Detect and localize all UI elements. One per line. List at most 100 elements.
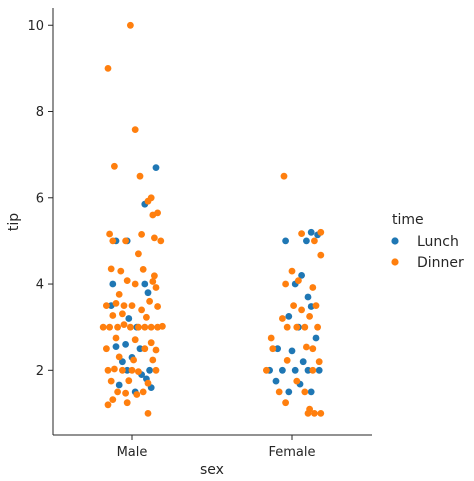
data-point [109, 280, 117, 288]
data-point [154, 303, 162, 310]
data-point [107, 265, 115, 273]
data-point [315, 358, 323, 366]
y-tick-label: 8 [36, 105, 44, 120]
y-axis-label: tip [6, 213, 22, 231]
data-point [117, 267, 125, 275]
data-point [109, 237, 117, 245]
data-point [309, 366, 317, 374]
data-point [152, 284, 160, 291]
data-point [120, 302, 128, 309]
data-point [301, 388, 309, 396]
data-point [143, 313, 150, 321]
data-point [106, 230, 113, 238]
data-point [309, 284, 317, 291]
data-point [141, 345, 149, 353]
data-point [314, 323, 321, 331]
data-point [128, 302, 136, 309]
data-point [147, 323, 155, 331]
data-point [151, 272, 158, 280]
data-point [285, 388, 293, 396]
data-point [125, 377, 133, 385]
y-tick-label: 6 [36, 191, 44, 206]
data-point [154, 209, 162, 217]
data-point [125, 315, 133, 322]
data-point [303, 343, 310, 351]
data-point [114, 323, 121, 331]
x-tick-label: Female [268, 445, 315, 460]
data-point [131, 280, 139, 288]
data-point [141, 280, 149, 288]
data-point [152, 164, 160, 172]
data-point [104, 366, 112, 374]
data-point [112, 334, 120, 342]
data-point [107, 377, 115, 385]
y-tick-label: 2 [36, 364, 44, 379]
data-point [279, 366, 286, 374]
data-point [122, 389, 129, 397]
legend-items: Lunch Dinner [391, 234, 464, 271]
data-point [307, 228, 315, 236]
data-point [139, 388, 147, 396]
data-point [151, 234, 158, 242]
data-point [279, 315, 286, 322]
data-point [144, 197, 152, 205]
data-point [309, 345, 317, 353]
y-axis-ticks: 2 4 6 8 10 [27, 19, 53, 379]
data-point [263, 366, 270, 374]
data-point [274, 345, 281, 353]
data-point [282, 399, 289, 407]
data-point [288, 267, 296, 275]
data-point [311, 237, 318, 245]
data-point [282, 280, 289, 288]
data-point [123, 277, 131, 284]
data-point [115, 353, 123, 361]
data-point [317, 251, 325, 259]
data-point [126, 21, 134, 29]
data-point [272, 377, 280, 385]
data-point [146, 297, 154, 305]
data-point [123, 399, 131, 407]
data-point [122, 341, 129, 348]
data-point [147, 339, 155, 347]
data-point [111, 365, 118, 373]
data-point [282, 237, 289, 245]
data-point [298, 306, 305, 314]
data-point [301, 323, 309, 331]
data-point [104, 401, 112, 409]
data-point [104, 65, 112, 72]
data-point [288, 347, 296, 355]
data-point [144, 379, 152, 387]
data-point [109, 396, 117, 403]
data-point [109, 312, 117, 319]
data-point [285, 313, 293, 320]
data-point [139, 266, 147, 273]
data-point [119, 310, 126, 318]
data-point [131, 126, 139, 133]
data-point [112, 300, 120, 307]
data-point [298, 230, 305, 238]
data-point [157, 237, 165, 245]
x-axis-label: sex [200, 462, 224, 478]
x-axis-ticks: Male Female [117, 435, 316, 460]
data-point [303, 237, 310, 245]
legend-label: Dinner [417, 255, 464, 271]
data-point [119, 366, 126, 374]
data-point [123, 366, 131, 374]
data-point [293, 377, 301, 385]
data-point [306, 405, 313, 413]
data-point [122, 237, 129, 245]
legend-marker [391, 237, 399, 245]
data-point [306, 313, 313, 320]
data-point [283, 323, 291, 331]
legend-label: Lunch [417, 234, 459, 250]
data-point [317, 410, 325, 417]
data-point [106, 323, 113, 331]
data-point [136, 172, 144, 180]
data-point [291, 366, 299, 374]
data-point [312, 302, 320, 309]
data-point [135, 368, 142, 375]
data-point [152, 346, 160, 354]
data-point [112, 343, 120, 350]
data-point [267, 334, 275, 342]
data-point [311, 410, 318, 417]
